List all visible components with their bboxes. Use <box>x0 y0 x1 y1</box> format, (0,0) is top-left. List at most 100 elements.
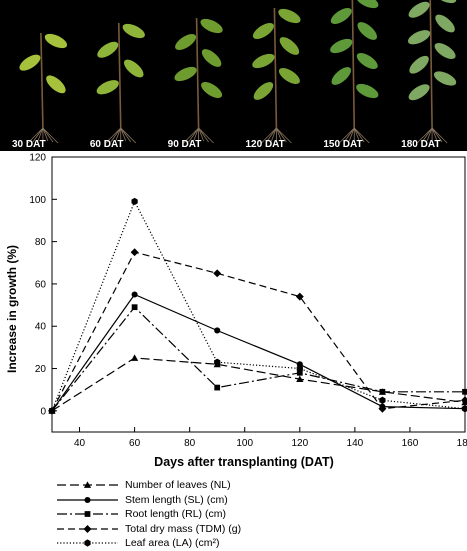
leaf-shape <box>408 84 430 101</box>
legend-label: Root length (RL) (cm) <box>125 508 226 520</box>
series-3 <box>48 248 467 415</box>
data-point <box>131 304 138 311</box>
chart-legend: Number of leaves (NL) Stem length (SL) (… <box>55 478 355 551</box>
seedling-photo: 180 DAT <box>401 0 457 150</box>
data-point <box>461 405 467 413</box>
seedling-photo: 90 DAT <box>168 17 223 150</box>
data-point <box>213 269 222 278</box>
root-line <box>276 127 282 142</box>
legend-item: Stem length (SL) (cm) <box>55 493 355 508</box>
legend-label: Number of leaves (NL) <box>125 479 231 491</box>
leaf-shape <box>124 59 144 78</box>
legend-marker <box>83 481 92 488</box>
leaf-shape <box>19 54 41 71</box>
x-tick-label: 120 <box>291 438 308 449</box>
leaf-shape <box>200 18 223 34</box>
y-axis-title: Increase in growth (%) <box>5 245 19 373</box>
series-line <box>51 306 465 412</box>
root-line <box>431 127 438 142</box>
root-line <box>353 127 365 143</box>
leaf-shape <box>96 80 119 95</box>
root-line <box>348 127 355 142</box>
series-0 <box>48 354 467 414</box>
root-line <box>198 127 204 142</box>
photo-dat-label: 150 DAT <box>323 139 362 150</box>
leaf-shape <box>356 0 379 9</box>
x-tick-label: 140 <box>347 438 364 449</box>
leaf-shape <box>356 53 378 69</box>
chart-series <box>48 197 467 415</box>
root-line <box>42 127 54 143</box>
y-tick-label: 80 <box>35 237 47 248</box>
root-line <box>431 127 448 144</box>
root-line <box>110 127 122 143</box>
data-point <box>131 197 138 206</box>
leaf-shape <box>174 66 197 82</box>
leaf-shape <box>433 71 457 86</box>
leaf-shape <box>408 1 430 18</box>
leaf-shape <box>357 22 377 40</box>
x-tick-label: 40 <box>74 438 86 449</box>
root-line <box>426 127 433 142</box>
seedling-photo: 120 DAT <box>246 7 301 150</box>
data-point <box>379 396 386 404</box>
legend-swatch-nl <box>57 481 118 488</box>
stem-line <box>117 22 122 129</box>
root-line <box>37 127 44 142</box>
stem-line <box>195 17 200 129</box>
root-line <box>32 127 44 143</box>
chart-ticks: 0 20 40 60 80 100 120 40 60 80 100 120 140 160 180 <box>29 153 467 450</box>
data-point <box>379 388 386 395</box>
seedling-photo: 150 DAT <box>323 0 379 150</box>
root-line <box>27 127 44 144</box>
root-line <box>105 127 122 144</box>
leaf-shape <box>253 82 274 100</box>
x-tick-label: 60 <box>129 438 141 449</box>
leaf-shape <box>330 38 353 54</box>
legend-label: Stem length (SL) (cm) <box>125 493 228 506</box>
leaf-shape <box>201 49 222 67</box>
y-tick-label: 120 <box>29 153 46 164</box>
root-line <box>353 127 360 142</box>
root-line <box>338 127 355 144</box>
y-tick-label: 40 <box>35 322 47 333</box>
leaf-shape <box>407 30 431 45</box>
leaf-shape <box>252 23 274 39</box>
x-tick-label: 100 <box>236 438 253 449</box>
data-point <box>461 396 467 405</box>
leaf-shape <box>433 0 457 4</box>
data-point <box>378 404 387 413</box>
plant-photo-strip: 30 DAT 60 DAT 90 DAT 120 DAT 150 DAT 180 DAT <box>0 0 467 151</box>
series-line <box>51 251 466 412</box>
series-line <box>51 357 466 412</box>
root-line <box>416 127 433 144</box>
root-line <box>183 127 199 144</box>
root-line <box>271 127 277 142</box>
leaf-shape <box>122 23 145 39</box>
series-1 <box>48 291 467 414</box>
leaf-shape <box>201 82 223 98</box>
leaf-shape <box>409 55 429 74</box>
stem-line <box>429 0 433 129</box>
y-tick-label: 60 <box>35 279 47 290</box>
leaf-shape <box>175 34 197 50</box>
leaf-shape <box>356 83 379 99</box>
root-line <box>120 127 132 143</box>
legend-marker <box>84 539 91 547</box>
data-point <box>462 388 467 395</box>
root-line <box>193 127 199 142</box>
leaf-shape <box>278 68 300 84</box>
legend-item: Total dry mass (TDM) (g) <box>55 522 355 537</box>
root-line <box>343 127 355 143</box>
data-point <box>214 384 221 391</box>
root-line <box>188 127 199 143</box>
root-line <box>421 127 433 143</box>
root-line <box>276 127 292 144</box>
leaf-shape <box>44 33 68 49</box>
stem-line <box>351 0 356 129</box>
series-4 <box>48 197 467 415</box>
leaf-shape <box>46 75 66 94</box>
series-line <box>51 293 466 412</box>
root-line <box>266 127 277 143</box>
plant-growth-photos: 30 DAT 60 DAT 90 DAT 120 DAT 150 DAT 180 DAT <box>12 0 457 150</box>
